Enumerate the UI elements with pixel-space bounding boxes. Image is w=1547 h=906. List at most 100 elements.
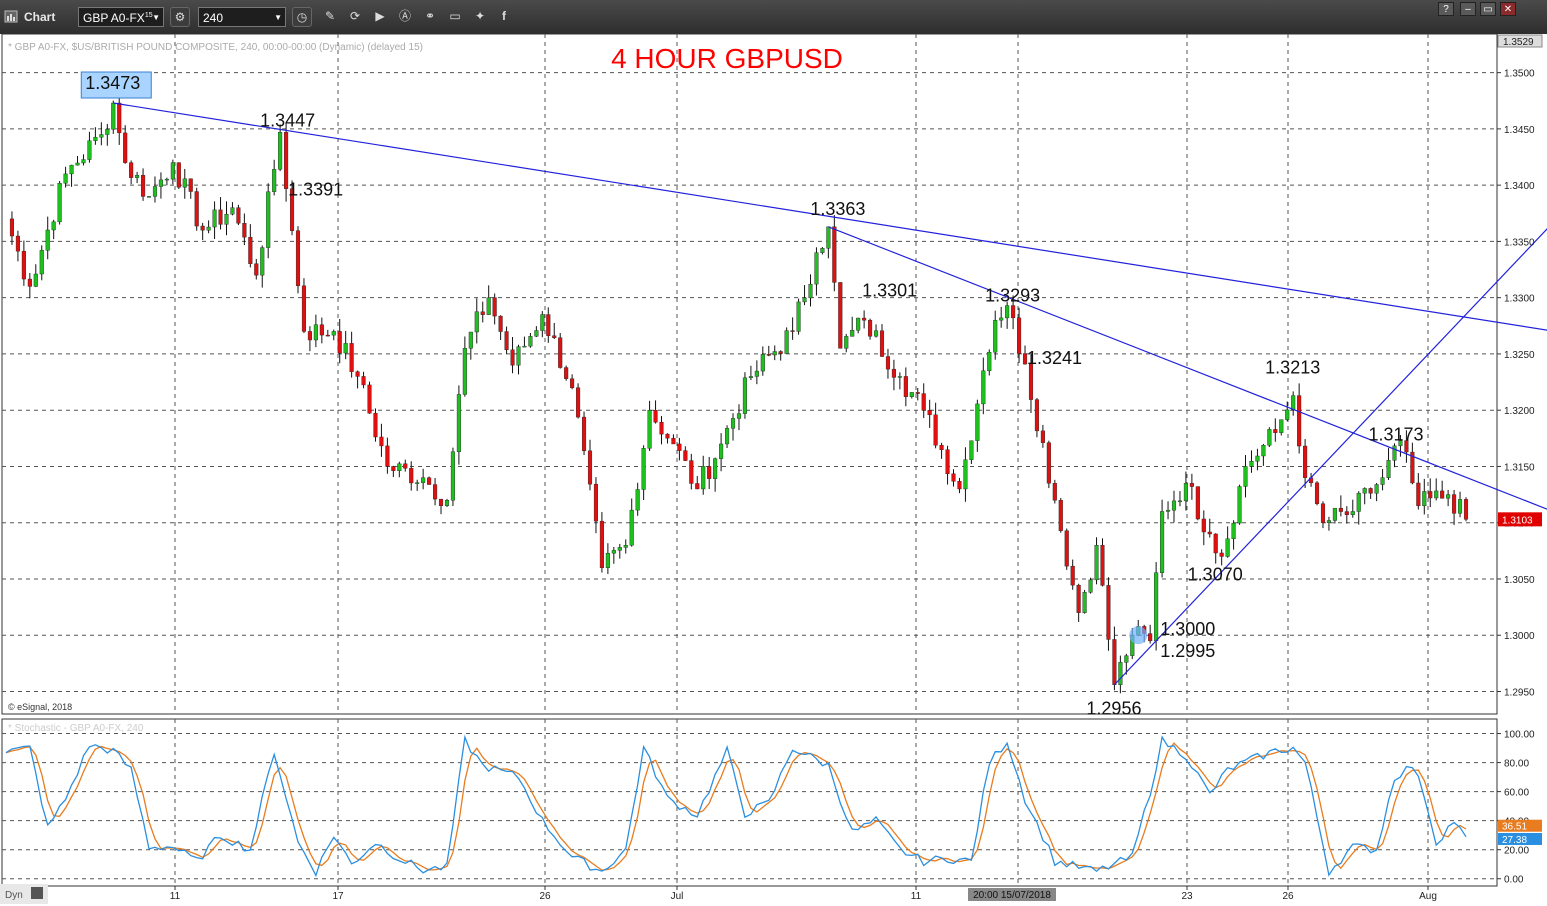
x-tick-label: 11 [170,891,181,902]
trendlines [113,102,1547,686]
candle-body [873,330,879,337]
trendline [113,102,1547,331]
candle-body [1231,522,1236,540]
x-axis: 11 17 26 Jul 11 23 26 Aug 20:00 15/07/2018 [170,886,1437,902]
candle-body [1112,639,1117,685]
interval-input[interactable]: 240 ▼ [198,7,286,27]
candle-body [629,509,634,546]
candle-body [790,330,795,332]
restore-button[interactable]: ▭ [1480,2,1496,16]
chart-header: * GBP A0-FX, $US/BRITISH POUND COMPOSITE… [8,42,423,53]
draw-icon[interactable]: ✎ [324,9,336,23]
candle-body [963,459,968,490]
x-tick-label: 23 [1181,891,1193,902]
candle-body [146,196,152,198]
candle-body [1279,419,1284,433]
cursor-time-box [968,888,1056,901]
x-tick-label: 26 [539,891,551,902]
minimize-button[interactable]: – [1460,2,1476,16]
candle-body [1261,445,1266,457]
settings-icon[interactable]: ⚙ [170,7,190,27]
symbol-input[interactable]: GBP A0-FX15 ▼ [78,7,164,27]
candle-body [1380,477,1385,485]
chart-area[interactable]: 1.3473 1.3447 1.3391 1.3363 1.3301 1.3293 1.32… [0,34,1547,906]
candle-body [599,520,604,568]
candle-body [1225,538,1230,557]
candle-body [421,477,426,483]
play-icon[interactable]: ▶ [375,9,385,23]
price-annotation: 1.3213 [1265,358,1320,378]
close-button[interactable]: ✕ [1500,2,1516,16]
price-annotation: 1.3000 [1160,619,1215,639]
candle-body [1082,592,1087,613]
price-annotation: 1.2995 [1160,641,1215,661]
copyright-label: © eSignal, 2018 [8,702,72,712]
marker-circle [1129,626,1148,645]
y-tick-label: 1.3350 [1504,237,1535,248]
candle-body [337,331,342,354]
candle-body [230,207,235,215]
y-axis: 1.3500 1.3450 1.3400 1.3350 1.3300 1.3250 1.32… [1497,34,1543,886]
candle-body [939,445,944,450]
x-tick-label: Aug [1419,891,1437,902]
price-annotation: 1.3241 [1027,348,1082,368]
candle-body [474,311,479,333]
toolbar: Chart GBP A0-FX15 ▼ ⚙ 240 ▼ ◷ ✎ ⟳ ▶ Ⓐ ⚭ … [0,0,1547,35]
last-price-box [1498,512,1542,527]
candle-body [1106,585,1111,640]
stochastic-last-box [1498,819,1542,832]
alert-icon[interactable]: Ⓐ [398,9,411,23]
chat-icon[interactable]: ▭ [449,9,461,23]
candles [9,97,1469,694]
stochastic-panel-frame [1,718,1498,887]
twitter-icon[interactable]: ✦ [474,9,486,23]
candle-body [689,460,694,484]
candle-body [1201,518,1206,533]
candle-body [462,348,467,395]
candle-body [355,371,360,377]
candle-body [951,473,956,482]
candle-body [385,445,390,467]
candle-body [129,162,134,178]
candle-body [319,324,324,336]
facebook-icon[interactable]: f [502,9,506,23]
candle-body [1446,494,1451,499]
candle-body [450,451,455,501]
compare-icon[interactable]: ⟳ [349,9,361,23]
candle-body [1040,430,1045,443]
candle-body [1207,531,1212,535]
candle-body [1076,584,1081,613]
link-icon[interactable]: ⚭ [424,9,436,23]
price-annotation: 1.3301 [862,281,917,301]
candle-body [391,466,396,471]
candle-body [1404,440,1409,453]
candle-body [784,330,789,354]
y-tick-label: 1.3050 [1504,575,1535,586]
candle-body [534,330,539,337]
stochastic-last-label: 27.38 [1502,835,1527,846]
candle-body [707,466,712,479]
candle-body [576,387,581,418]
help-button[interactable]: ? [1438,2,1454,16]
dyn-indicator[interactable]: Dyn [0,884,48,904]
y-tick-label: 1.3150 [1504,462,1535,473]
candle-body [695,483,700,490]
candle-body [957,481,962,490]
candle-body [766,354,771,356]
candle-body [969,440,974,460]
candle-body [313,324,318,341]
candle-body [1303,445,1308,478]
candle-body [802,297,807,303]
clock-icon[interactable]: ◷ [292,7,312,27]
candle-body [194,191,199,227]
candle-body [480,311,485,315]
candle-body [1052,483,1057,501]
candle-body [808,283,813,299]
candle-body [1273,429,1278,433]
candle-body [51,221,56,231]
chevron-down-icon: ▼ [274,13,282,22]
svg-text:Dyn: Dyn [5,890,23,901]
candle-body [260,247,265,276]
candle-body [593,483,599,522]
candle-body [510,349,515,366]
